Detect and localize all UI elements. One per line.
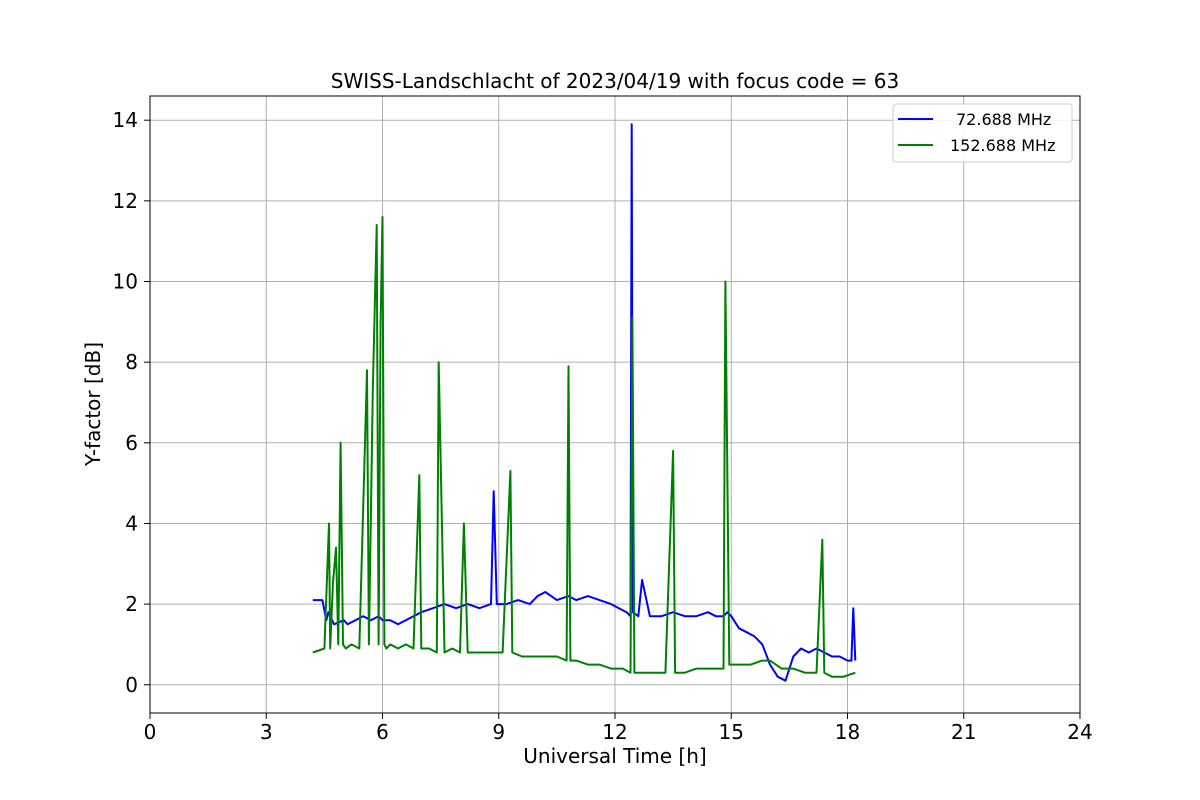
y-tick-label: 14 bbox=[113, 108, 138, 132]
legend-label-152-688-mhz: 152.688 MHz bbox=[950, 136, 1055, 155]
x-tick-label: 18 bbox=[835, 720, 860, 744]
series-layer bbox=[312, 123, 857, 682]
legend-box bbox=[892, 103, 1073, 163]
series-line-72-688-mhz bbox=[312, 123, 857, 682]
x-tick-label: 12 bbox=[602, 720, 627, 744]
y-tick-label: 0 bbox=[125, 673, 138, 697]
y-axis-label: Y-factor [dB] bbox=[81, 342, 105, 467]
x-tick-label: 15 bbox=[719, 720, 744, 744]
chart-title: SWISS-Landschlacht of 2023/04/19 with fo… bbox=[331, 69, 899, 93]
y-tick-label: 2 bbox=[125, 592, 138, 616]
legend-label-72-688-mhz: 72.688 MHz bbox=[956, 110, 1051, 129]
x-tick-label: 9 bbox=[492, 720, 505, 744]
x-tick-label: 0 bbox=[144, 720, 157, 744]
x-tick-label: 24 bbox=[1067, 720, 1092, 744]
x-tick-label: 3 bbox=[260, 720, 273, 744]
y-tick-label: 4 bbox=[125, 511, 138, 535]
x-axis-label: Universal Time [h] bbox=[523, 744, 706, 768]
y-tick-label: 12 bbox=[113, 189, 138, 213]
y-tick-label: 10 bbox=[113, 270, 138, 294]
x-tick-label: 6 bbox=[376, 720, 389, 744]
y-tick-label: 8 bbox=[125, 350, 138, 374]
series-line-152-688-mhz bbox=[312, 216, 856, 678]
y-tick-label: 6 bbox=[125, 431, 138, 455]
x-tick-label: 21 bbox=[951, 720, 976, 744]
legend: 72.688 MHz 152.688 MHz bbox=[892, 103, 1073, 163]
